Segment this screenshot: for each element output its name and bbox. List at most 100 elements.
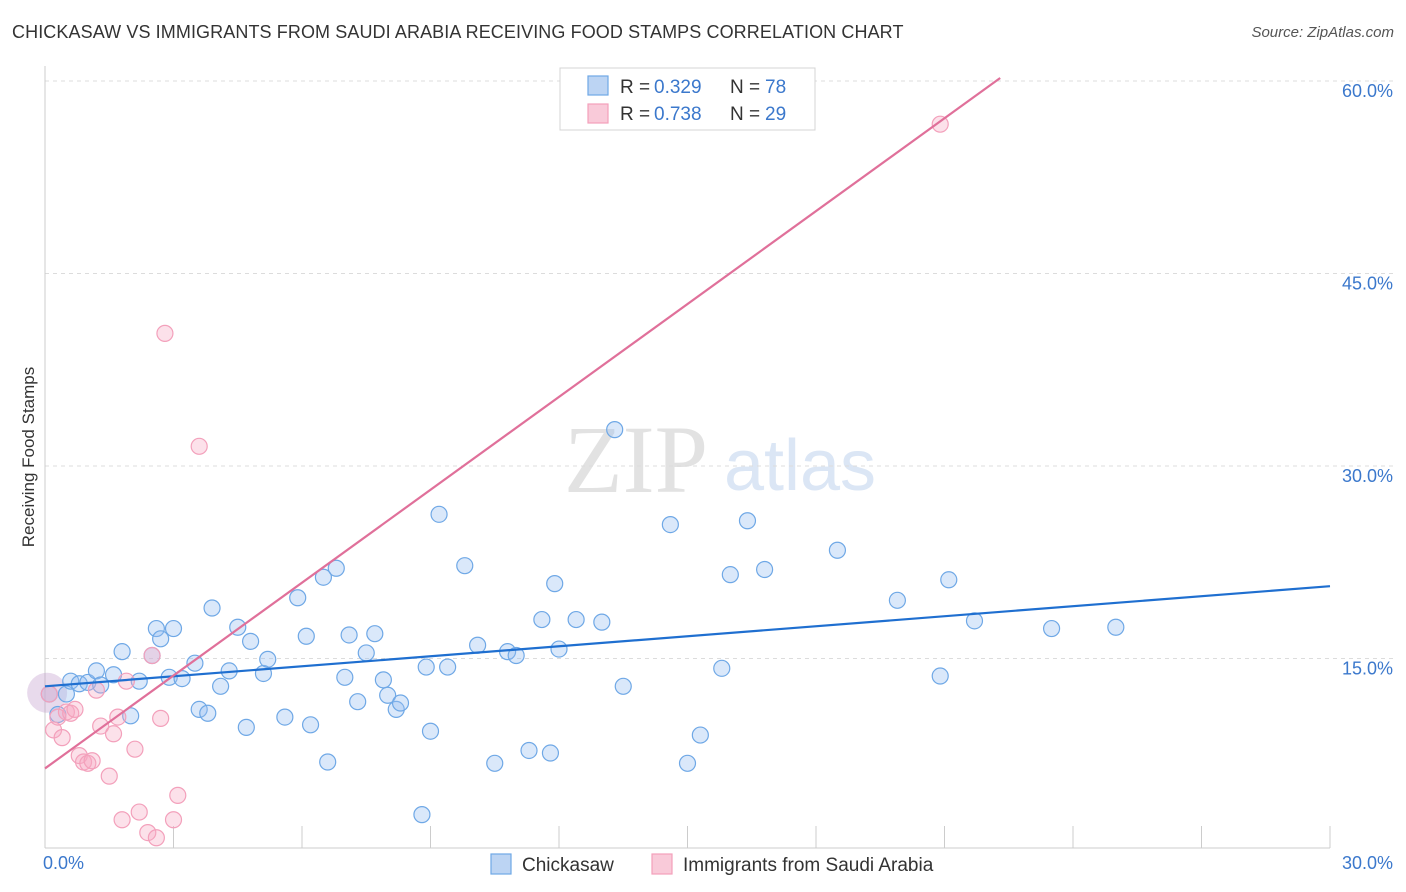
trend-lines: [44, 77, 1331, 770]
saudi-arabia-point: [139, 823, 157, 842]
chickasaw-point: [421, 722, 440, 740]
chickasaw-point: [391, 694, 410, 712]
axes: 15.0% 30.0% 45.0% 60.0% 0.0% 30.0%: [43, 66, 1393, 873]
chickasaw-point: [357, 644, 375, 662]
chickasaw-point: [606, 421, 624, 439]
saudi-arabia-point: [126, 740, 144, 758]
chickasaw-trend-line: [44, 585, 1331, 688]
legend-n-value: 29: [765, 104, 786, 125]
chickasaw-point: [430, 505, 448, 523]
chickasaw-point: [237, 718, 255, 736]
chickasaw-point: [130, 672, 148, 690]
chickasaw-point: [190, 700, 208, 719]
chickasaw-point: [57, 685, 76, 703]
legend-swatch-blue: [587, 75, 609, 96]
saudi-arabia-point: [66, 700, 84, 719]
chickasaw-point: [721, 566, 739, 584]
legend-r-label: R =: [620, 104, 650, 125]
legend-n-label: N =: [730, 77, 760, 98]
saudi-arabia-point: [40, 685, 58, 703]
saudi-arabia-trend-line: [44, 77, 1001, 770]
y-axis-title: Receiving Food Stamps: [19, 367, 38, 547]
saudi-arabia-point: [164, 811, 183, 829]
saudi-arabia-point: [190, 437, 208, 455]
chickasaw-point: [486, 754, 504, 772]
saudi-arabia-point: [931, 115, 949, 133]
saudi-arabia-point: [83, 752, 101, 770]
series-legend: Chickasaw Immigrants from Saudi Arabia: [490, 853, 934, 876]
chickasaw-point: [550, 640, 568, 658]
chickasaw-point: [164, 619, 183, 638]
legend-r-value: 0.738: [654, 104, 702, 125]
series-legend-swatch-chickasaw: [490, 853, 512, 875]
saudi-arabia-point: [130, 803, 148, 821]
chickasaw-point: [413, 806, 431, 824]
legend-r-value: 0.329: [654, 77, 702, 98]
legend-n-value: 78: [765, 77, 786, 98]
chickasaw-point: [439, 658, 457, 676]
saudi-arabia-point: [143, 646, 161, 665]
saudi-arabia-point: [87, 681, 106, 699]
chickasaw-point: [888, 591, 906, 609]
chickasaw-point: [113, 643, 131, 661]
chickasaw-point: [541, 744, 560, 762]
chickasaw-point: [259, 650, 277, 668]
legend-n-label: N =: [730, 104, 760, 125]
chickasaw-point: [87, 662, 106, 680]
series-legend-label-saudi: Immigrants from Saudi Arabia: [683, 855, 934, 876]
chickasaw-point: [349, 693, 367, 711]
chickasaw-point: [152, 630, 170, 648]
chickasaw-point: [336, 668, 354, 686]
x-tick-label: 0.0%: [43, 853, 84, 873]
chickasaw-point: [614, 677, 632, 695]
y-tick-label: 60.0%: [1342, 81, 1393, 101]
saudi-arabia-point: [147, 829, 165, 847]
series-legend-swatch-saudi: [651, 853, 673, 875]
chickasaw-point: [713, 659, 731, 677]
y-tick-label: 30.0%: [1342, 466, 1393, 486]
saudi-arabia-point: [156, 324, 174, 342]
chickasaw-point: [520, 741, 538, 760]
chickasaw-point: [297, 627, 315, 645]
data-points: [27, 115, 1125, 847]
chickasaw-point: [691, 726, 709, 744]
saudi-arabia-point: [152, 709, 170, 727]
chickasaw-point: [567, 610, 585, 629]
chickasaw-point: [147, 619, 165, 638]
chickasaw-point: [276, 708, 294, 726]
y-tick-label: 15.0%: [1342, 659, 1393, 679]
chickasaw-point: [828, 541, 847, 559]
chickasaw-point: [456, 557, 474, 575]
chickasaw-point: [940, 571, 958, 589]
legend-r-label: R =: [620, 77, 650, 98]
chickasaw-point: [533, 610, 551, 629]
saudi-arabia-point: [104, 725, 123, 743]
chickasaw-point: [755, 560, 774, 579]
chickasaw-point: [1107, 618, 1125, 636]
legend-swatch-pink: [587, 103, 609, 124]
chickasaw-point: [374, 671, 392, 689]
chickasaw-point: [301, 716, 320, 734]
chickasaw-point: [546, 575, 564, 593]
stats-legend: R = 0.329 N = 78 R = 0.738 N = 29: [559, 67, 816, 131]
chickasaw-point: [314, 568, 333, 586]
x-tick-label: 30.0%: [1342, 853, 1393, 873]
chart-title: CHICKASAW VS IMMIGRANTS FROM SAUDI ARABI…: [12, 22, 904, 42]
series-legend-label-chickasaw: Chickasaw: [522, 855, 614, 876]
gridlines: [45, 80, 1393, 659]
saudi-arabia-point: [53, 729, 71, 747]
chickasaw-point: [366, 625, 384, 643]
chickasaw-point: [417, 658, 435, 676]
saudi-arabia-point: [49, 708, 67, 726]
chickasaw-point: [678, 754, 697, 772]
saudi-arabia-point: [169, 786, 187, 804]
cluster-point: [27, 672, 68, 713]
chickasaw-point: [340, 626, 358, 644]
chickasaw-point: [379, 686, 397, 704]
saudi-arabia-point: [113, 811, 131, 829]
chickasaw-point: [507, 646, 525, 665]
chickasaw-point: [199, 704, 217, 722]
chickasaw-point: [469, 636, 487, 654]
chickasaw-point: [186, 654, 204, 672]
